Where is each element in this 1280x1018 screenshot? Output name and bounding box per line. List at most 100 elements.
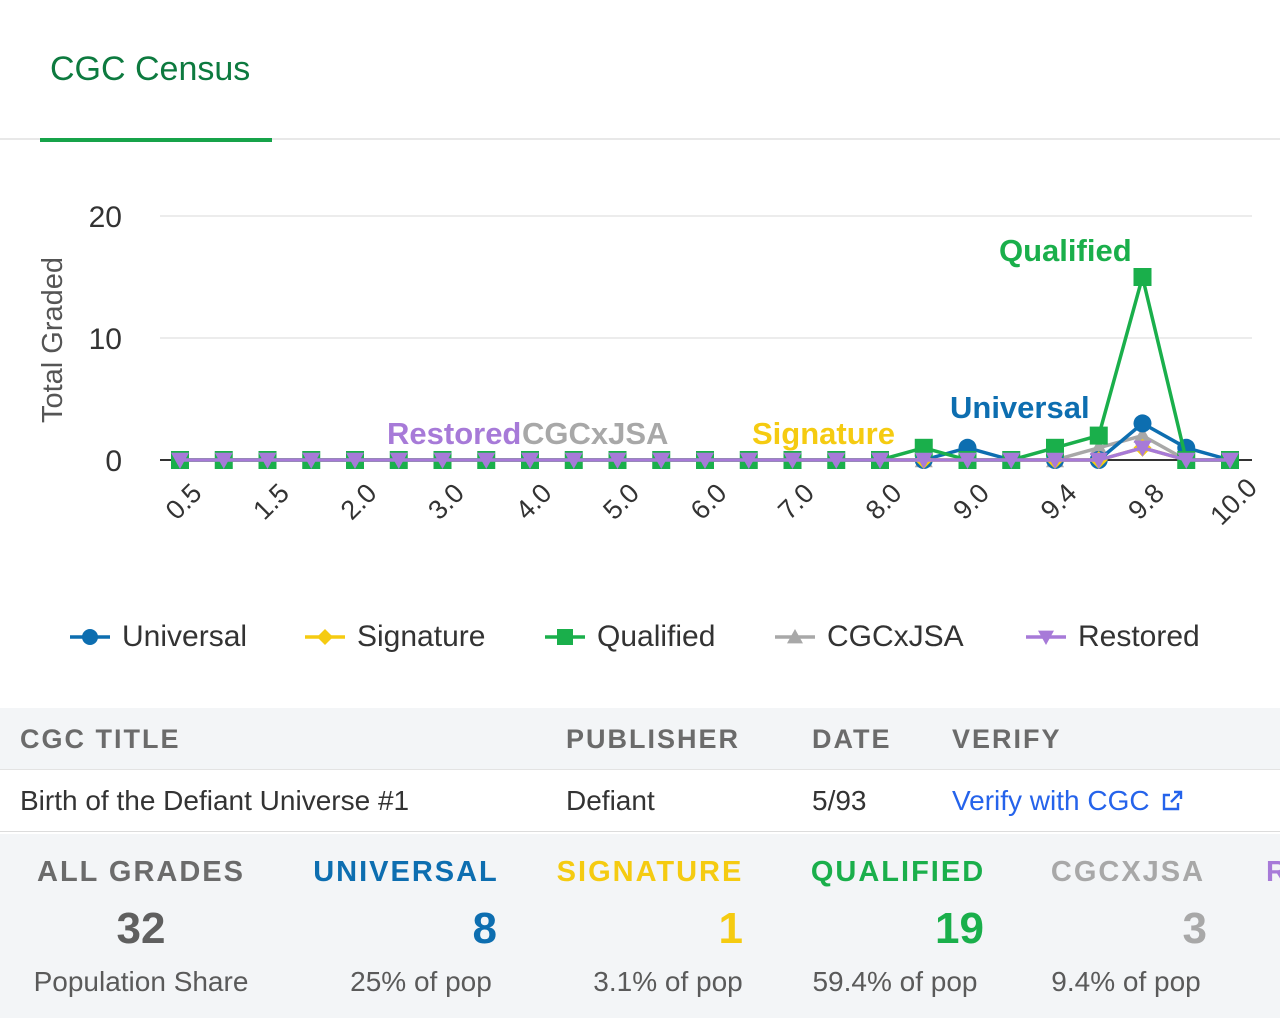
x-tick-label: 9.8 — [1122, 478, 1170, 526]
stat-value-qualified: 19 — [935, 904, 984, 953]
annotation-restored: Restored — [387, 416, 521, 451]
header-cgc-title: CGC TITLE — [20, 724, 181, 754]
legend-label: CGCxJSA — [827, 620, 964, 653]
data-point-restored — [258, 452, 277, 469]
y-tick-label: 0 — [105, 445, 122, 478]
stat-sub-all-grades: Population Share — [33, 966, 249, 997]
x-tick-label: 10.0 — [1204, 472, 1262, 530]
legend-symbol-icon — [1026, 630, 1066, 645]
stat-value-universal: 8 — [472, 904, 497, 953]
data-point-qualified — [1046, 438, 1064, 457]
data-point-restored — [1221, 452, 1239, 469]
annotation-qualified: Qualified — [999, 233, 1132, 268]
verify-with-cgc-link[interactable]: Verify with CGC — [952, 785, 1184, 817]
data-point-restored — [477, 452, 496, 469]
data-point-restored — [739, 452, 758, 469]
stat-sub-signature: 3.1% of pop — [593, 966, 743, 997]
legend-symbol-icon — [70, 629, 110, 645]
x-tick-label: 9.4 — [1035, 478, 1083, 526]
table-row: Birth of the Defiant Universe #1 Defiant… — [0, 770, 1280, 832]
verify-link-label: Verify with CGC — [952, 785, 1150, 816]
data-point-restored — [1133, 440, 1152, 457]
population-stats: ALL GRADES 32 Population Share UNIVERSAL 8 25… — [0, 834, 1280, 1018]
data-point-restored — [696, 452, 714, 469]
x-tick-label: 9.0 — [947, 478, 995, 526]
data-point-restored — [1177, 452, 1196, 469]
data-point-cgcxjsa — [1133, 426, 1152, 443]
annotation-cgcxjsa: CGCxJSA — [522, 416, 668, 451]
data-point-qualified — [1133, 268, 1152, 286]
data-point-restored — [433, 452, 452, 469]
data-point-restored — [958, 452, 977, 469]
stat-value-all-grades: 32 — [116, 904, 166, 953]
tab-cgc-census[interactable]: CGC Census — [40, 0, 272, 142]
annotation-signature: Signature — [752, 416, 895, 451]
legend-symbol-icon — [775, 629, 815, 644]
legend-item-signature[interactable]: Signature — [305, 612, 485, 662]
tab-bar: CGC Census — [0, 0, 1280, 142]
data-point-restored — [1002, 452, 1021, 469]
cell-publisher: Defiant — [566, 785, 655, 816]
legend-item-universal[interactable]: Universal — [70, 612, 247, 662]
data-point-restored — [302, 452, 321, 469]
stat-label-all-grades: ALL GRADES — [37, 856, 245, 888]
stat-label-universal: UNIVERSAL — [313, 856, 499, 888]
chart-legend: Universal Signature Qualified CGCxJSA Restor… — [60, 612, 1240, 662]
data-point-qualified — [1089, 426, 1108, 445]
data-point-restored — [827, 452, 846, 469]
legend-item-cgcxjsa[interactable]: CGCxJSA — [775, 612, 964, 662]
legend-item-restored[interactable]: Restored — [1026, 612, 1200, 662]
y-tick-label: 10 — [89, 323, 122, 356]
data-point-restored — [608, 452, 627, 469]
cell-date: 5/93 — [812, 785, 867, 816]
legend-symbol-icon — [545, 629, 585, 645]
stat-sub-cgcxjsa: 9.4% of pop — [1051, 966, 1201, 997]
annotation-universal: Universal — [950, 390, 1090, 425]
legend-label: Restored — [1078, 620, 1200, 653]
x-tick-label: 2.0 — [335, 478, 383, 526]
data-point-restored — [521, 452, 539, 469]
legend-label: Signature — [357, 620, 486, 653]
x-tick-label: 4.0 — [510, 478, 558, 526]
x-tick-label: 0.5 — [160, 478, 208, 526]
legend-label: Universal — [122, 620, 248, 653]
x-tick-label: 6.0 — [685, 478, 733, 526]
data-point-restored — [171, 452, 189, 469]
data-point-restored — [871, 452, 889, 469]
stat-label-r: R — [1266, 856, 1280, 888]
legend-item-qualified[interactable]: Qualified — [545, 612, 715, 662]
header-publisher: PUBLISHER — [566, 724, 741, 754]
stat-sub-universal: 25% of pop — [350, 966, 492, 997]
x-tick-label: 3.0 — [422, 478, 470, 526]
stat-label-cgcxjsa: CGCXJSA — [1050, 856, 1206, 888]
x-tick-label: 8.0 — [860, 478, 908, 526]
y-axis-label: Total Graded — [37, 257, 69, 423]
stat-value-signature: 1 — [718, 904, 743, 953]
tab-label: CGC Census — [50, 50, 251, 88]
data-point-restored — [564, 452, 583, 469]
stat-value-cgcxjsa: 3 — [1182, 904, 1207, 953]
x-tick-label: 5.0 — [597, 478, 645, 526]
data-point-qualified — [914, 438, 933, 457]
legend-symbol-icon — [305, 629, 345, 645]
data-point-restored — [783, 452, 802, 469]
data-point-restored — [914, 452, 933, 469]
data-point-restored — [346, 452, 364, 469]
title-table: CGC TITLE PUBLISHER DATE VERIFY Birth of… — [0, 708, 1280, 832]
data-point-restored — [1089, 452, 1108, 469]
x-tick-label: 1.5 — [247, 478, 295, 526]
stat-sub-qualified: 59.4% of pop — [812, 966, 978, 997]
census-chart: 0 10 20 Total Graded 0.5 1.5 2.0 3.0 4.0 5.0 6.0 7.… — [37, 201, 1263, 531]
external-link-icon — [1162, 790, 1182, 811]
active-tab-indicator — [40, 138, 272, 142]
data-point-restored — [214, 452, 233, 469]
legend-label: Qualified — [597, 620, 716, 653]
data-point-cgcxjsa — [1089, 438, 1108, 455]
cell-title: Birth of the Defiant Universe #1 — [20, 785, 410, 816]
x-tick-label: 7.0 — [772, 478, 820, 526]
data-point-restored — [389, 452, 408, 469]
y-tick-label: 20 — [89, 201, 122, 234]
header-date: DATE — [812, 724, 892, 754]
table-header: CGC TITLE PUBLISHER DATE VERIFY — [0, 708, 1280, 770]
stat-label-signature: SIGNATURE — [556, 856, 744, 888]
